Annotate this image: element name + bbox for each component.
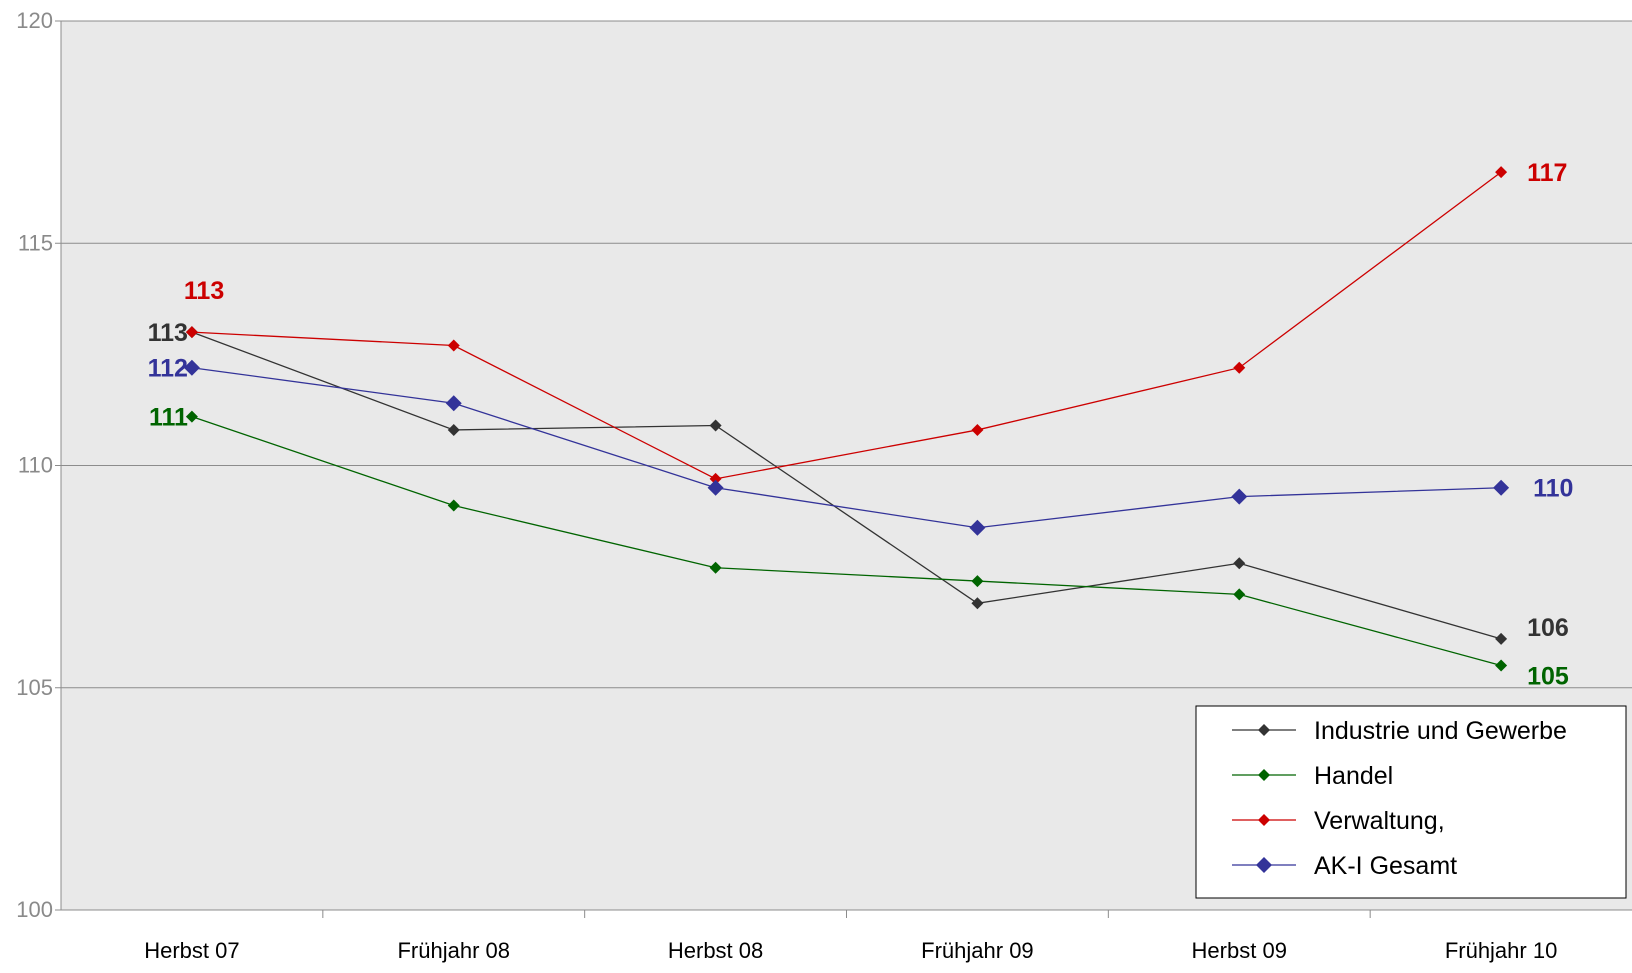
legend-item: Verwaltung, <box>1232 807 1445 835</box>
series-line <box>191 331 1502 640</box>
x-tick-label: Frühjahr 08 <box>397 938 510 963</box>
data-point <box>1495 632 1508 645</box>
data-point <box>709 419 722 432</box>
legend: Industrie und Gewerbe Handel Verwaltung, AK… <box>1195 705 1627 899</box>
data-labels: 113 106 111 105 113 117 112 110 <box>148 159 1574 690</box>
legend-marker <box>1258 724 1270 736</box>
legend-label: Handel <box>1314 762 1393 790</box>
data-point <box>447 423 460 436</box>
data-point <box>445 395 462 412</box>
data-label: 105 <box>1527 663 1569 691</box>
legend-item: AK-I Gesamt <box>1232 852 1457 880</box>
data-point <box>709 472 722 485</box>
data-label: 110 <box>1533 475 1573 503</box>
y-tick-label: 110 <box>18 453 53 478</box>
data-point <box>1233 557 1246 570</box>
series-1 <box>185 326 1508 645</box>
legend-item: Handel <box>1232 762 1393 790</box>
series-3 <box>185 166 1508 485</box>
data-label: 113 <box>184 277 224 305</box>
data-point <box>971 597 984 610</box>
x-tick-label: Herbst 09 <box>1192 938 1287 963</box>
legend-label: AK-I Gesamt <box>1314 852 1457 880</box>
data-point <box>447 339 460 352</box>
y-tick-label: 120 <box>16 8 53 33</box>
data-point <box>447 499 460 512</box>
data-label: 112 <box>148 355 188 383</box>
data-label: 111 <box>149 404 188 432</box>
data-point <box>1233 361 1246 374</box>
data-point <box>969 519 986 536</box>
data-point <box>185 410 198 423</box>
data-point <box>1231 488 1248 505</box>
series-line <box>191 367 1502 529</box>
data-point <box>183 359 200 376</box>
gridlines <box>61 20 1632 689</box>
data-label: 117 <box>1527 159 1567 187</box>
data-point <box>1495 166 1508 179</box>
data-point <box>1493 479 1510 496</box>
series-line <box>191 415 1502 667</box>
data-point <box>709 561 722 574</box>
legend-label: Industrie und Gewerbe <box>1314 717 1567 745</box>
y-tick-label: 115 <box>18 230 53 255</box>
y-tick-label: 100 <box>16 897 53 922</box>
x-tick-label: Frühjahr 10 <box>1445 938 1558 963</box>
data-point <box>707 479 724 496</box>
x-tick-label: Herbst 08 <box>668 938 763 963</box>
series-4 <box>183 359 1510 536</box>
data-point <box>971 423 984 436</box>
y-tick-label: 105 <box>16 675 53 700</box>
legend-marker <box>1256 857 1272 873</box>
data-point <box>185 326 198 339</box>
series <box>183 166 1510 672</box>
series-line <box>191 171 1502 480</box>
data-point <box>971 575 984 588</box>
data-label: 113 <box>148 319 188 347</box>
data-point <box>1233 588 1246 601</box>
x-tick-label: Frühjahr 09 <box>921 938 1034 963</box>
data-label: 106 <box>1527 614 1569 642</box>
x-tick-label: Herbst 07 <box>144 938 239 963</box>
legend-marker <box>1258 769 1270 781</box>
legend-marker <box>1258 814 1270 826</box>
series-2 <box>185 410 1508 672</box>
legend-label: Verwaltung, <box>1314 807 1445 835</box>
legend-item: Industrie und Gewerbe <box>1232 717 1567 745</box>
axes: 100 105 110 115 120 Herbst 07 Frühjahr 08 Herbs… <box>16 8 1632 963</box>
data-point <box>1495 659 1508 672</box>
